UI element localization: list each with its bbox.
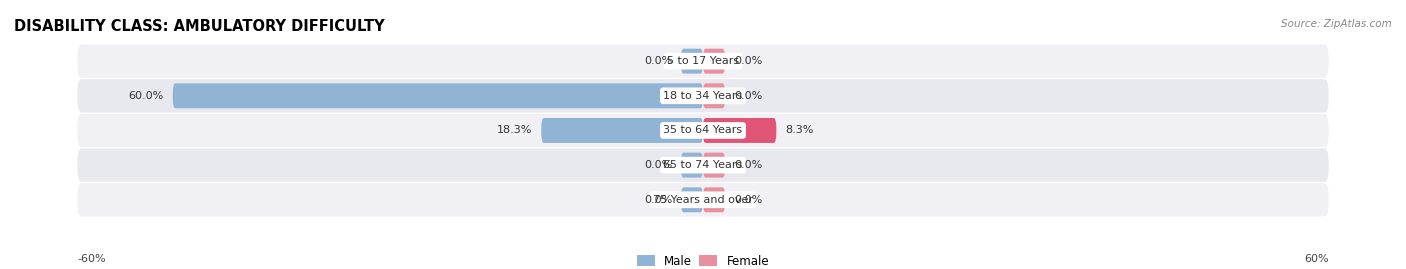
FancyBboxPatch shape	[681, 49, 703, 74]
FancyBboxPatch shape	[703, 153, 725, 178]
FancyBboxPatch shape	[77, 114, 1329, 147]
FancyBboxPatch shape	[77, 44, 1329, 78]
Text: 60.0%: 60.0%	[129, 91, 165, 101]
FancyBboxPatch shape	[77, 183, 1329, 217]
FancyBboxPatch shape	[703, 83, 725, 108]
Text: 75 Years and over: 75 Years and over	[652, 195, 754, 205]
FancyBboxPatch shape	[77, 79, 1329, 112]
FancyBboxPatch shape	[77, 148, 1329, 182]
FancyBboxPatch shape	[703, 118, 776, 143]
Text: -60%: -60%	[77, 254, 105, 264]
FancyBboxPatch shape	[681, 187, 703, 212]
Text: 60%: 60%	[1303, 254, 1329, 264]
Text: 0.0%: 0.0%	[734, 195, 762, 205]
Text: 35 to 64 Years: 35 to 64 Years	[664, 125, 742, 136]
Text: 0.0%: 0.0%	[734, 160, 762, 170]
Legend: Male, Female: Male, Female	[633, 250, 773, 269]
FancyBboxPatch shape	[681, 153, 703, 178]
FancyBboxPatch shape	[703, 49, 725, 74]
Text: Source: ZipAtlas.com: Source: ZipAtlas.com	[1281, 19, 1392, 29]
Text: 65 to 74 Years: 65 to 74 Years	[664, 160, 742, 170]
Text: 18.3%: 18.3%	[498, 125, 533, 136]
Text: 0.0%: 0.0%	[644, 160, 672, 170]
Text: 0.0%: 0.0%	[734, 91, 762, 101]
Text: DISABILITY CLASS: AMBULATORY DIFFICULTY: DISABILITY CLASS: AMBULATORY DIFFICULTY	[14, 19, 385, 34]
Text: 0.0%: 0.0%	[734, 56, 762, 66]
Text: 0.0%: 0.0%	[644, 56, 672, 66]
FancyBboxPatch shape	[541, 118, 703, 143]
Text: 5 to 17 Years: 5 to 17 Years	[666, 56, 740, 66]
Text: 18 to 34 Years: 18 to 34 Years	[664, 91, 742, 101]
FancyBboxPatch shape	[703, 187, 725, 212]
Text: 8.3%: 8.3%	[785, 125, 814, 136]
Text: 0.0%: 0.0%	[644, 195, 672, 205]
FancyBboxPatch shape	[173, 83, 703, 108]
